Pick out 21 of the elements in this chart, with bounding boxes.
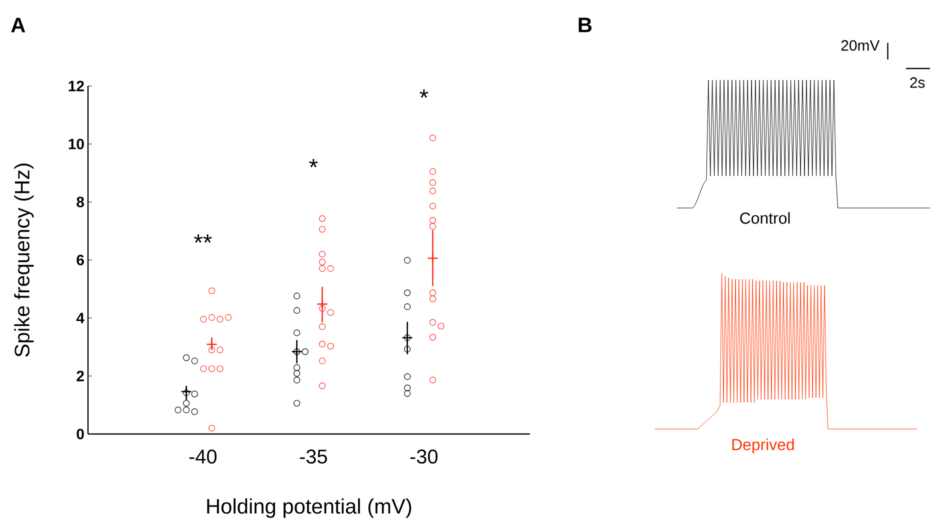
chart-title: B: [578, 18, 592, 32]
annotation: **: [194, 234, 212, 243]
x-tick-label: -40: [189, 450, 217, 464]
annotation: *: [420, 89, 428, 98]
series-label: Deprived: [732, 438, 794, 454]
x-tick-label: -35: [300, 450, 327, 464]
y-tick-label: 6: [76, 254, 84, 266]
y-tick-label: 2: [76, 370, 84, 382]
chart-title: A: [11, 18, 26, 32]
text: 20mV: [841, 40, 880, 51]
y-axis-title: Spike frequency (Hz): [14, 164, 34, 357]
y-tick-label: 0: [76, 428, 84, 440]
text: Control: [740, 212, 790, 224]
x-axis-title: Holding potential (mV): [207, 498, 412, 518]
y-tick-label: 12: [68, 80, 84, 92]
y-tick-label: 4: [76, 312, 84, 324]
y-tick-label: 8: [76, 196, 84, 208]
y-tick-label: 10: [68, 138, 84, 150]
x-tick-label: -30: [410, 450, 438, 464]
annotation: *: [309, 158, 318, 168]
annotation: 2s: [910, 77, 925, 88]
